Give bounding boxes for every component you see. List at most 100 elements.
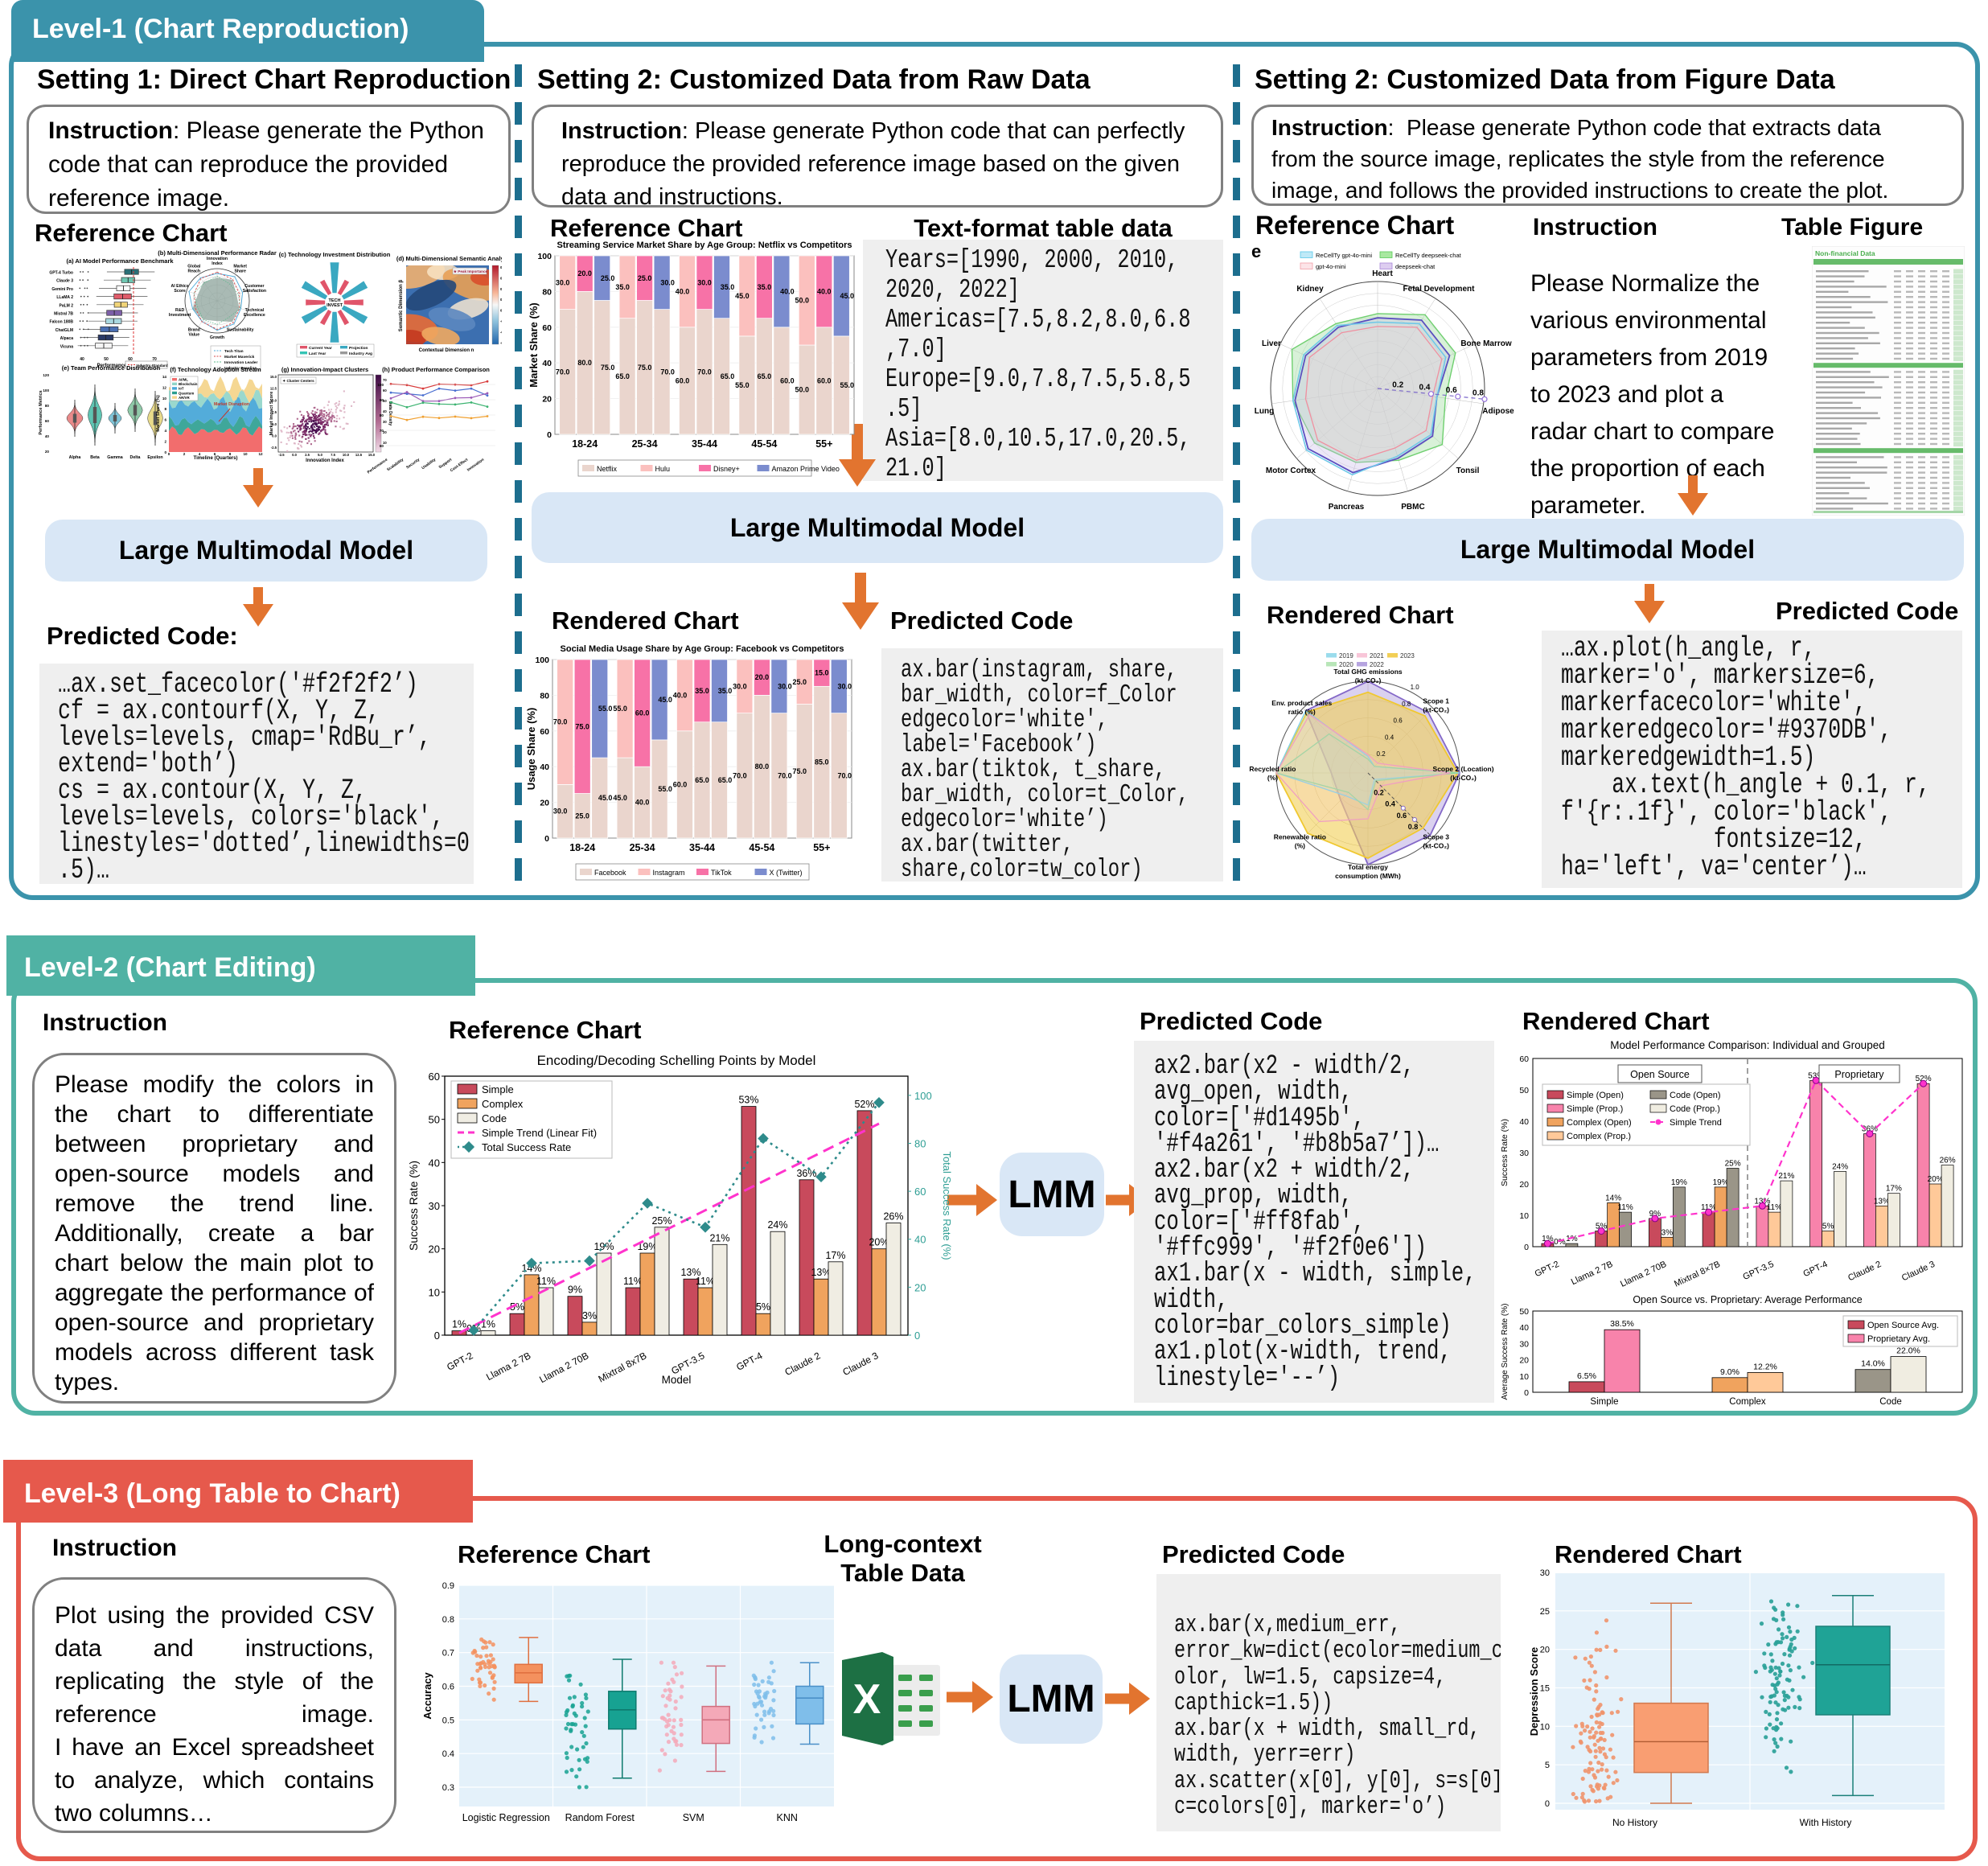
svg-text:55.0: 55.0	[735, 381, 750, 389]
svg-text:30: 30	[383, 420, 387, 424]
svg-text:65.0: 65.0	[615, 372, 630, 380]
svg-text:Brand: Brand	[188, 327, 200, 332]
svg-text:(kt-CO₂): (kt-CO₂)	[1423, 842, 1449, 850]
svg-text:17%: 17%	[1886, 1185, 1902, 1194]
svg-text:Simple Trend: Simple Trend	[1670, 1118, 1722, 1128]
svg-text:21%: 21%	[709, 1232, 729, 1243]
svg-text:60: 60	[45, 419, 50, 423]
svg-text:7.5: 7.5	[331, 453, 335, 457]
svg-text:Netflix: Netflix	[597, 465, 618, 473]
svg-text:2: 2	[183, 452, 186, 456]
svg-text:Index: Index	[212, 261, 223, 266]
svg-text:60: 60	[429, 1071, 440, 1083]
svg-text:GPT-3.5: GPT-3.5	[669, 1350, 706, 1376]
svg-text:TECH: TECH	[329, 298, 341, 303]
svg-text:Market: Market	[233, 265, 247, 269]
svg-text:Mixtral 8x7B: Mixtral 8x7B	[597, 1350, 649, 1384]
svg-text:Code: Code	[1879, 1397, 1902, 1407]
svg-text:Alpha: Alpha	[69, 455, 81, 460]
svg-text:Random Forest: Random Forest	[565, 1812, 635, 1823]
svg-text:21%: 21%	[1778, 1172, 1794, 1181]
svg-text:ratio (%): ratio (%)	[1288, 708, 1316, 716]
svg-text:5%: 5%	[510, 1301, 524, 1313]
svg-text:19%: 19%	[637, 1241, 657, 1252]
svg-text:35-44: 35-44	[689, 842, 715, 853]
svg-text:0.0: 0.0	[272, 434, 277, 438]
svg-text:Innovation: Innovation	[207, 257, 228, 261]
svg-text:Global: Global	[187, 265, 201, 269]
svg-text:(a) AI Model Performance Bench: (a) AI Model Performance Benchmark	[66, 257, 174, 265]
svg-text:(h) Product Performance Compar: (h) Product Performance Comparison	[382, 366, 490, 373]
svg-text:14: 14	[162, 375, 167, 379]
svg-text:65.0: 65.0	[721, 372, 735, 380]
svg-text:Mixtral 8×7B: Mixtral 8×7B	[1673, 1260, 1722, 1289]
svg-text:2020: 2020	[1339, 661, 1353, 668]
svg-text:Liver: Liver	[1262, 339, 1281, 348]
svg-text:0.48: 0.48	[500, 287, 502, 291]
svg-text:2.5: 2.5	[305, 453, 310, 457]
svg-text:Reach: Reach	[188, 269, 201, 274]
svg-text:5%: 5%	[1822, 1223, 1834, 1231]
svg-text:Scope 2 (Location): Scope 2 (Location)	[1433, 765, 1494, 773]
svg-text:60.0: 60.0	[780, 376, 795, 384]
svg-text:45-54: 45-54	[749, 842, 774, 853]
svg-text:✩: ✩	[311, 424, 317, 430]
svg-text:10: 10	[162, 397, 167, 401]
svg-text:Complex: Complex	[1729, 1397, 1766, 1407]
svg-text:30: 30	[1519, 1149, 1529, 1158]
svg-text:40.0: 40.0	[673, 691, 688, 699]
svg-text:12.2%: 12.2%	[1753, 1362, 1777, 1371]
svg-text:18-24: 18-24	[572, 438, 598, 450]
svg-text:0.6: 0.6	[1394, 717, 1403, 725]
svg-text:Open Source vs. Proprietary: A: Open Source vs. Proprietary: Average Per…	[1633, 1294, 1862, 1305]
svg-text:GPT-4: GPT-4	[734, 1350, 764, 1373]
svg-text:36%: 36%	[796, 1168, 816, 1179]
svg-text:Market Impact Score: Market Impact Score	[269, 392, 274, 436]
svg-text:45.0: 45.0	[735, 292, 750, 300]
svg-text:Quantum: Quantum	[179, 391, 194, 395]
svg-text:3%: 3%	[582, 1310, 597, 1321]
svg-text:Innovation Index: Innovation Index	[306, 458, 344, 463]
svg-text:40.0: 40.0	[780, 287, 795, 295]
svg-text:53%: 53%	[738, 1095, 758, 1106]
svg-text:Fetal Development: Fetal Development	[1403, 285, 1476, 294]
svg-text:Pancreas: Pancreas	[1329, 503, 1365, 512]
svg-text:Success Rate (%): Success Rate (%)	[1500, 1119, 1509, 1186]
svg-text:26%: 26%	[1940, 1157, 1956, 1165]
svg-text:ReCellTy gpt-4o-mini: ReCellTy gpt-4o-mini	[1316, 252, 1372, 259]
svg-text:100: 100	[377, 383, 384, 387]
svg-text:X: X	[853, 1676, 881, 1723]
svg-text:★ Peak Importance: ★ Peak Importance	[454, 269, 488, 273]
svg-text:10: 10	[1540, 1722, 1550, 1732]
svg-text:Claude 3: Claude 3	[56, 279, 73, 284]
svg-text:2021: 2021	[1370, 652, 1384, 660]
svg-text:11%: 11%	[1617, 1203, 1633, 1212]
svg-text:0.8: 0.8	[1402, 701, 1411, 708]
svg-text:35.0: 35.0	[718, 687, 733, 695]
svg-text:9.0%: 9.0%	[1720, 1367, 1740, 1377]
svg-text:3%: 3%	[1661, 1228, 1674, 1237]
svg-text:Contextual Dimension n: Contextual Dimension n	[419, 348, 474, 353]
svg-text:Code (Open): Code (Open)	[1670, 1091, 1721, 1100]
svg-text:60: 60	[914, 1186, 926, 1198]
svg-text:(d) Multi-Dimensional Semantic: (d) Multi-Dimensional Semantic Analysis	[396, 255, 502, 262]
svg-text:18-24: 18-24	[569, 842, 595, 853]
svg-text:45-54: 45-54	[751, 438, 777, 450]
svg-text:Simple (Open): Simple (Open)	[1567, 1091, 1624, 1100]
svg-text:Gemini Pro: Gemini Pro	[51, 287, 73, 292]
svg-text:Kidney: Kidney	[1296, 285, 1324, 294]
svg-text:IoT: IoT	[179, 387, 184, 391]
svg-text:Heart: Heart	[1372, 269, 1393, 278]
svg-text:Market Share (%): Market Share (%)	[529, 302, 540, 387]
svg-text:25-34: 25-34	[630, 842, 655, 853]
svg-text:Scope 3: Scope 3	[1423, 833, 1449, 841]
svg-text:0.6: 0.6	[442, 1683, 454, 1692]
svg-text:(kt-CO₂): (kt-CO₂)	[1423, 705, 1449, 713]
svg-text:70.0: 70.0	[778, 771, 792, 779]
svg-text:Llama 2 70B: Llama 2 70B	[1619, 1260, 1668, 1289]
svg-text:Open Source Avg.: Open Source Avg.	[1867, 1321, 1939, 1330]
svg-text:Non-financial Data: Non-financial Data	[1815, 249, 1875, 257]
svg-text:Performance: Performance	[367, 458, 389, 475]
svg-text:40: 40	[1519, 1117, 1529, 1127]
svg-text:0: 0	[547, 430, 552, 440]
